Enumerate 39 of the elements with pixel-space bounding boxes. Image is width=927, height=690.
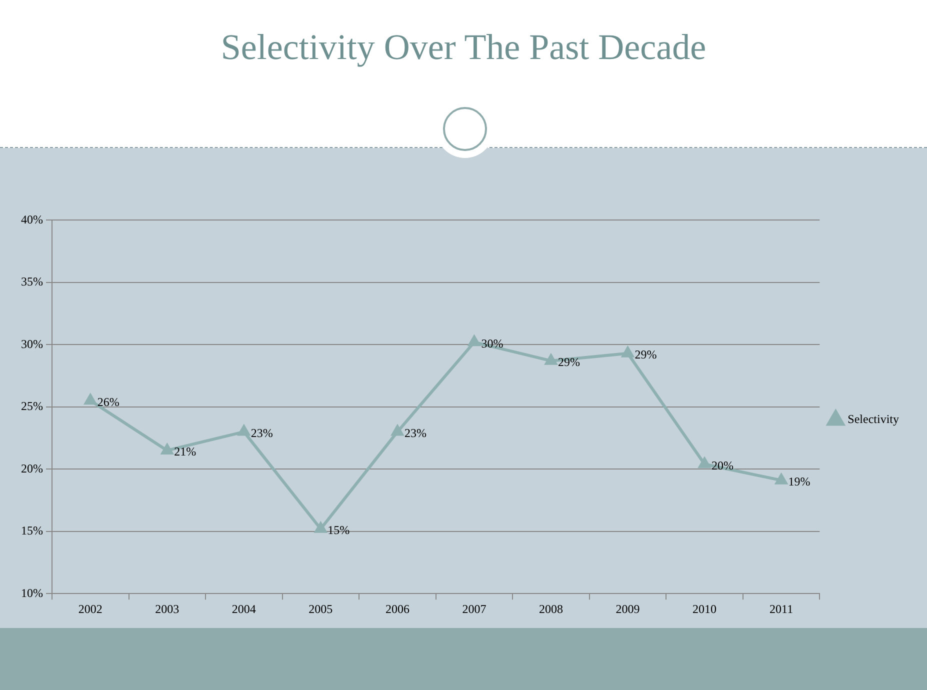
point [775,474,788,484]
point [698,458,710,468]
y-tick-label: 40% [20,212,43,226]
x-tick-label: 2002 [78,602,102,616]
x-tick-label: 2006 [385,602,410,616]
x-tick-label: 2004 [232,602,256,616]
point [314,522,327,533]
point [545,354,557,365]
data-label: 29% [558,355,580,370]
point [468,336,480,346]
y-tick-label: 15% [20,524,43,538]
x-tick-label: 2010 [692,602,717,616]
data-label: 26% [97,394,120,409]
data-label: 23% [404,426,426,440]
data-label: 30% [481,336,504,350]
point [161,444,173,454]
data-label: 23% [250,426,273,440]
chart-title: Selectivity Over The Past Decade [220,26,708,68]
data-label: 21% [174,444,196,459]
x-tick-label: 2005 [308,602,333,616]
data-label: 20% [712,458,734,472]
point [622,346,634,358]
x-tick-label: 2011 [770,602,794,616]
data-label: 19% [788,474,810,488]
y-tick-label: 25% [20,399,43,414]
point [238,425,250,436]
x-tick-label: 2008 [538,602,563,616]
legend-label: Selectivity [848,412,900,426]
y-tick-label: 35% [20,274,43,289]
y-tick-label: 30% [20,336,43,351]
point [392,425,404,436]
x-tick-label: 2003 [155,602,180,616]
y-tick-label: 20% [20,461,43,476]
x-tick-label: 2009 [616,602,640,616]
y-tick-label: 10% [20,586,43,600]
point [84,394,96,405]
data-label: 29% [634,348,657,362]
x-tick-label: 2007 [462,602,486,616]
data-label: 15% [328,523,350,538]
